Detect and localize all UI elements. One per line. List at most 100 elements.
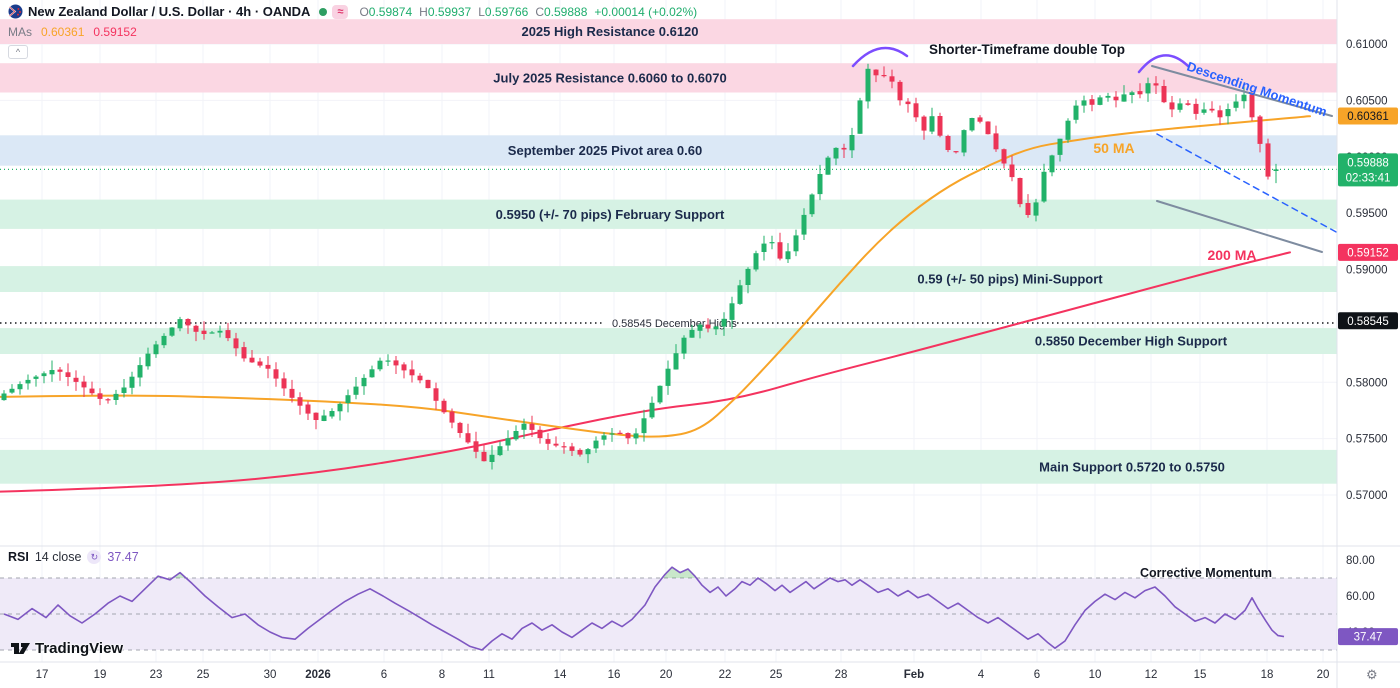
rsi-overbought-fill (172, 572, 186, 578)
december-high-badge-text: 0.58545 (1347, 316, 1389, 328)
ma-legend-label: MAs (8, 25, 32, 39)
time-tick-label: 28 (835, 669, 848, 681)
zone-label: 0.5850 December High Support (1035, 334, 1228, 349)
close-label: C (535, 4, 544, 19)
time-tick-label: 20 (1317, 669, 1330, 681)
time-tick-label: 6 (381, 669, 387, 681)
tradingview-logo[interactable]: TradingView (10, 640, 123, 657)
price-tick-label: 0.58000 (1346, 377, 1388, 389)
zone-band[interactable] (0, 199, 1337, 229)
tradingview-logo-icon (10, 641, 31, 656)
symbol-title[interactable]: New Zealand Dollar / U.S. Dollar · 4h · … (28, 4, 311, 19)
time-tick-label: 17 (36, 669, 49, 681)
time-tick-label: 6 (1034, 669, 1040, 681)
december-high-badge (1338, 312, 1398, 330)
ohlc-readout: O0.59874 H0.59937 L0.59766 C0.59888 +0.0… (359, 5, 697, 19)
time-tick-label: 11 (483, 669, 495, 681)
time-tick-label: 8 (439, 669, 445, 681)
time-tick-label: 18 (1261, 669, 1274, 681)
double-top-arc-1[interactable] (851, 46, 909, 68)
price-tick-label: 0.60500 (1346, 95, 1388, 107)
corrective-momentum-label[interactable]: Corrective Momentum (1140, 566, 1272, 580)
change-value: +0.00014 (+0.02%) (594, 4, 698, 19)
ma200-line[interactable] (0, 251, 1291, 493)
price-tick-label: 0.57000 (1346, 490, 1388, 502)
zone-label: 0.5950 (+/- 70 pips) February Support (496, 207, 725, 222)
descending-momentum-trendline[interactable] (1151, 65, 1333, 117)
high-label: H (419, 4, 428, 19)
ma50-price-badge-text: 0.60361 (1347, 111, 1389, 123)
lower-gray-trendline[interactable] (1156, 200, 1323, 253)
descending-dashed-line[interactable] (1156, 133, 1339, 234)
time-tick-label: 14 (554, 669, 567, 681)
time-tick-label: 16 (608, 669, 621, 681)
time-tick-label: 10 (1089, 669, 1102, 681)
zone-label: September 2025 Pivot area 0.60 (508, 143, 702, 158)
ma50-line[interactable] (0, 115, 1311, 438)
last-price-badge (1338, 153, 1398, 187)
close-value: 0.59888 (543, 4, 588, 19)
time-tick-label: 20 (660, 669, 673, 681)
ideas-icon[interactable]: ≈ (332, 4, 349, 19)
chart-header: New Zealand Dollar / U.S. Dollar · 4h · … (8, 3, 697, 20)
open-label: O (359, 4, 369, 19)
ma-legend[interactable]: MAs 0.60361 0.59152 (8, 25, 137, 39)
time-axis-area[interactable] (0, 662, 1400, 688)
time-tick-label: 4 (978, 669, 985, 681)
rsi-tick-label: 60.00 (1346, 591, 1375, 603)
ma200-label[interactable]: 200 MA (1207, 247, 1256, 263)
zone-band[interactable] (0, 135, 1337, 166)
rsi-line[interactable] (3, 566, 1285, 651)
time-tick-label: 2026 (305, 669, 331, 681)
last-price-badge-countdown: 02:33:41 (1346, 172, 1391, 184)
market-status-dot[interactable] (319, 7, 328, 16)
time-tick-label: Feb (904, 669, 924, 681)
ma50-legend-value: 0.60361 (41, 25, 85, 39)
rsi-value-badge (1338, 628, 1398, 646)
price-tick-label: 0.61000 (1346, 39, 1388, 51)
ma50-price-badge (1338, 107, 1398, 125)
time-tick-label: 15 (1194, 669, 1207, 681)
collapse-legend-button[interactable]: ^ (8, 45, 28, 59)
price-tick-label: 0.59000 (1346, 265, 1388, 277)
time-tick-label: 23 (150, 669, 163, 681)
double-top-arc-2[interactable] (1137, 54, 1190, 74)
time-tick-label: 12 (1145, 669, 1158, 681)
time-tick-label: 30 (264, 669, 277, 681)
zone-label: 0.59 (+/- 50 pips) Mini-Support (917, 272, 1103, 287)
rsi-tick-label: 80.00 (1346, 555, 1375, 567)
zone-band[interactable] (0, 63, 1337, 93)
ma200-price-badge-text: 0.59152 (1347, 247, 1389, 259)
nz-flag-icon (8, 4, 23, 19)
last-price-badge-text: 0.59888 (1347, 157, 1389, 169)
rsi-title: RSI (8, 550, 29, 564)
ma200-legend-value: 0.59152 (93, 25, 137, 39)
ma50-label[interactable]: 50 MA (1093, 140, 1134, 156)
rsi-loading-icon: ↻ (87, 550, 102, 564)
zone-label: July 2025 Resistance 0.6060 to 0.6070 (493, 70, 726, 85)
zone-label: Main Support 0.5720 to 0.5750 (1039, 459, 1225, 474)
rsi-value-badge-text: 37.47 (1354, 632, 1383, 644)
zone-band[interactable] (0, 19, 1337, 44)
time-tick-label: 22 (719, 669, 732, 681)
high-value: 0.59937 (427, 4, 472, 19)
price-tick-label: 0.59500 (1346, 208, 1388, 220)
rsi-legend[interactable]: RSI 14 close ↻ 37.47 (8, 550, 139, 564)
time-tick-label: 19 (94, 669, 107, 681)
time-tick-label: 25 (770, 669, 783, 681)
zone-label: 2025 High Resistance 0.6120 (521, 24, 698, 39)
timezone-settings-gear-icon[interactable]: ⚙ (1366, 667, 1378, 682)
low-label: L (478, 4, 485, 19)
double-top-label[interactable]: Shorter-Timeframe double Top (929, 42, 1125, 57)
zone-band[interactable] (0, 328, 1337, 354)
low-value: 0.59766 (484, 4, 529, 19)
ma200-price-badge (1338, 243, 1398, 261)
zone-band[interactable] (0, 449, 1337, 484)
rsi-params: 14 close (34, 550, 82, 564)
zone-band[interactable] (0, 266, 1337, 292)
open-value: 0.59874 (368, 4, 413, 19)
price-tick-label: 0.57500 (1346, 434, 1388, 446)
rsi-value: 37.47 (107, 550, 139, 564)
